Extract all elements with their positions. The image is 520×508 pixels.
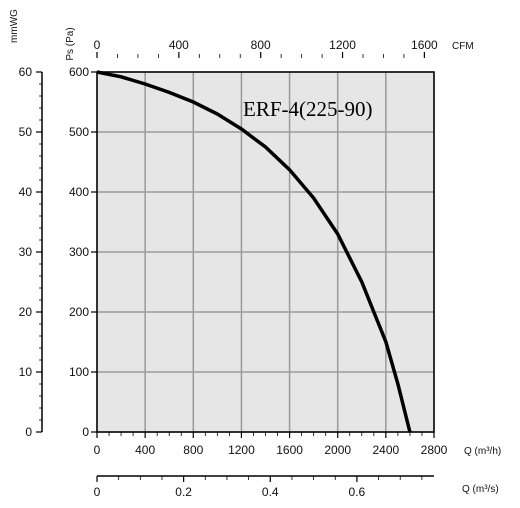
pa-tick-label: 300 [69, 245, 89, 259]
pa-axis-label: Ps (Pa) [65, 27, 76, 60]
pa-tick-label: 600 [69, 65, 89, 79]
cfm-tick-label: 800 [251, 38, 271, 52]
mmwg-tick-label: 20 [19, 305, 33, 319]
q-m3s-tick-label: 0.6 [349, 485, 366, 499]
q-m3s-tick-label: 0.2 [175, 485, 192, 499]
q-m3h-tick-label: 2000 [324, 443, 351, 457]
cfm-tick-label: 400 [169, 38, 189, 52]
mmwg-tick-label: 50 [19, 125, 33, 139]
fan-curve-line [96, 70, 412, 433]
pa-tick-label: 200 [69, 305, 89, 319]
pa-tick-label: 500 [69, 125, 89, 139]
chart-title: ERF-4(225-90) [243, 97, 373, 121]
q-m3s-tick-label: 0.4 [262, 485, 279, 499]
q-m3h-tick-label: 0 [94, 443, 101, 457]
q-m3h-tick-label: 800 [183, 443, 203, 457]
mmwg-tick-label: 30 [19, 245, 33, 259]
mmwg-tick-label: 60 [19, 65, 33, 79]
cfm-tick-label: 1200 [329, 38, 356, 52]
mmwg-tick-label: 40 [19, 185, 33, 199]
pa-tick-label: 0 [82, 425, 89, 439]
q-m3h-tick-label: 400 [135, 443, 155, 457]
q-m3h-axis-label: Q (m³/h) [464, 446, 501, 457]
pa-tick-label: 400 [69, 185, 89, 199]
mmwg-tick-label: 10 [19, 365, 33, 379]
q-m3s-axis-label: Q (m³/s) [462, 484, 499, 495]
cfm-tick-label: 0 [94, 38, 101, 52]
mmwg-axis-label: mmWG [9, 9, 20, 43]
q-m3h-tick-label: 1600 [276, 443, 303, 457]
cfm-axis-label: CFM [452, 41, 474, 52]
axes: 0 100 200 300 400 500 600 Ps (Pa) 0 10 20 30 40 50 60 m… [9, 9, 501, 499]
mmwg-tick-label: 0 [25, 425, 32, 439]
pa-tick-label: 100 [69, 365, 89, 379]
q-m3h-tick-label: 2800 [421, 443, 448, 457]
q-m3h-tick-label: 2400 [373, 443, 400, 457]
q-m3h-tick-label: 1200 [228, 443, 255, 457]
q-m3s-tick-label: 0 [94, 485, 101, 499]
cfm-tick-label: 1600 [411, 38, 438, 52]
